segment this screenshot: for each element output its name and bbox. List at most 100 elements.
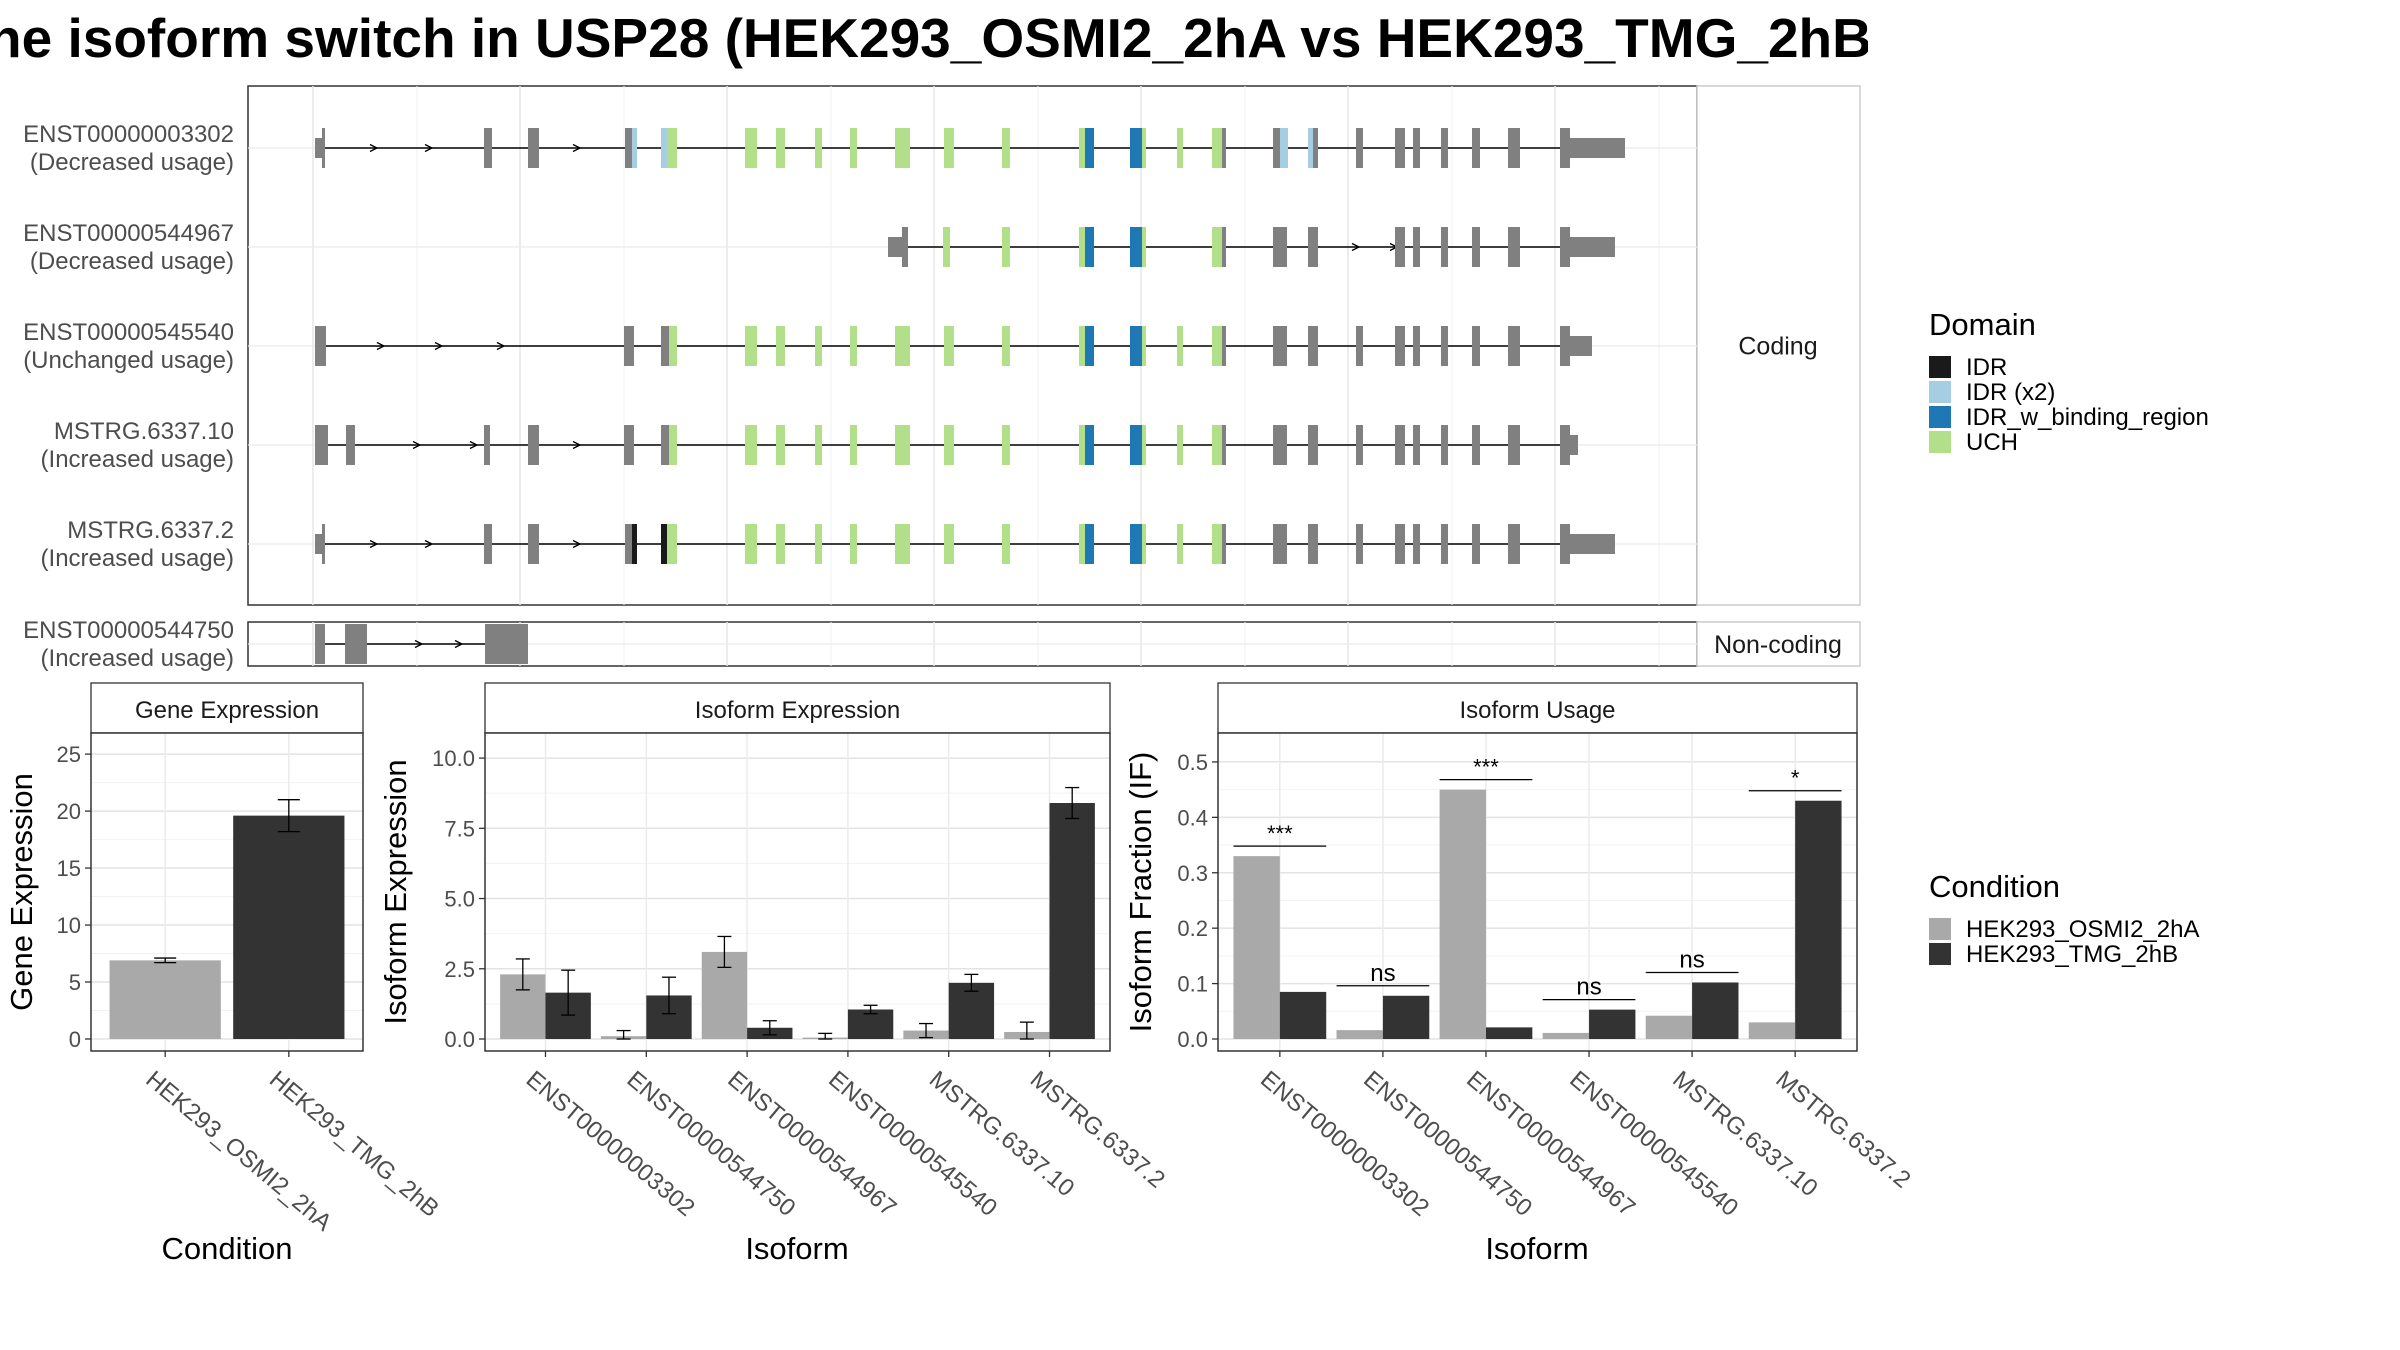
transcript-usage: (Unchanged usage) <box>23 347 234 374</box>
y-tick-label: 7.5 <box>444 816 475 841</box>
domain-region <box>1130 128 1142 168</box>
domain-region <box>745 425 757 465</box>
exon <box>1472 425 1480 465</box>
transcript-row: ENST00000003302(Decreased usage) <box>23 121 1697 176</box>
strand-arrow <box>424 539 434 549</box>
strand-arrow <box>424 143 434 153</box>
transcript-row: ENST00000545540(Unchanged usage) <box>23 319 1697 374</box>
error-bar <box>762 1020 777 1036</box>
domain-region <box>661 128 667 168</box>
exon <box>1441 227 1448 267</box>
x-axis-title: Isoform <box>1485 1231 1588 1266</box>
coding-strip <box>1696 85 1861 606</box>
strand-arrow <box>412 440 422 450</box>
domain-region <box>1280 128 1288 168</box>
domain-region <box>1079 524 1085 564</box>
transcript-usage: (Increased usage) <box>41 645 234 672</box>
exon <box>1308 326 1318 366</box>
exon <box>322 524 325 564</box>
domain-region <box>1130 227 1142 267</box>
domain-region <box>944 326 954 366</box>
transcript-structure-panel: CodingNon-codingENST00000003302(Decrease… <box>23 85 1861 672</box>
exon <box>624 326 634 366</box>
domain-region <box>1130 524 1142 564</box>
significance-label: *** <box>1473 755 1499 780</box>
domain-region <box>895 524 910 564</box>
bar <box>1439 789 1486 1039</box>
significance-label: ns <box>1576 974 1601 1001</box>
strand-arrow <box>414 639 424 649</box>
bar <box>1485 1027 1533 1039</box>
y-tick-label: 10 <box>57 913 81 938</box>
exon <box>1273 128 1280 168</box>
domain-region <box>850 326 857 366</box>
domain-region <box>1002 326 1010 366</box>
significance-label: ns <box>1370 960 1395 987</box>
exon <box>528 128 539 168</box>
exon <box>1508 425 1520 465</box>
exon <box>1570 336 1592 356</box>
domain-region <box>1142 524 1146 564</box>
legend-key <box>1929 356 1951 378</box>
domain-region <box>1079 425 1085 465</box>
x-tick-label: ENST00000003302 <box>1255 1066 1434 1222</box>
y-tick-label: 0.0 <box>444 1027 475 1052</box>
x-tick-label: ENST00000544750 <box>622 1066 801 1222</box>
x-tick-label: ENST00000545540 <box>1564 1066 1743 1222</box>
exon <box>1308 227 1318 267</box>
exon <box>1508 326 1520 366</box>
y-tick-label: 2.5 <box>444 957 475 982</box>
domain-region <box>815 128 822 168</box>
exon <box>528 524 539 564</box>
panel-strip <box>90 682 364 734</box>
domain-region <box>1130 326 1142 366</box>
y-tick-label: 0.3 <box>1177 861 1208 886</box>
strand-arrow <box>496 341 506 351</box>
bar <box>1382 995 1430 1039</box>
exon <box>1313 128 1318 168</box>
domain-region <box>895 425 910 465</box>
transcript-usage: (Increased usage) <box>41 545 234 572</box>
domain-region <box>745 326 757 366</box>
bar <box>847 1009 894 1039</box>
exon <box>661 425 669 465</box>
error-bar <box>1019 1021 1034 1040</box>
exon <box>315 624 325 664</box>
exon <box>1472 128 1480 168</box>
exon <box>625 128 632 168</box>
error-bar <box>1065 786 1080 820</box>
significance-marker: ns <box>1542 974 1636 1001</box>
panel-strip <box>1217 682 1858 734</box>
domain-region <box>1177 524 1183 564</box>
bar <box>1795 800 1842 1039</box>
exon <box>322 128 325 168</box>
transcript-id: MSTRG.6337.2 <box>67 517 234 544</box>
bar <box>1692 982 1739 1039</box>
domain-region <box>943 227 950 267</box>
exon <box>1395 227 1405 267</box>
legend-key <box>1929 431 1951 453</box>
transcript-id: ENST00000544967 <box>23 220 234 247</box>
domain-region <box>1212 227 1222 267</box>
x-axis-title: Condition <box>162 1231 293 1266</box>
plot-frame <box>1217 732 1858 1052</box>
domain-region <box>815 425 822 465</box>
error-bar <box>919 1022 934 1039</box>
transcript-row: MSTRG.6337.10(Increased usage) <box>41 418 1697 473</box>
domain-legend-title: Domain <box>1929 307 2036 342</box>
exon <box>1273 227 1287 267</box>
domain-region <box>667 128 677 168</box>
significance-marker: ns <box>1645 946 1739 973</box>
domain-region <box>776 128 785 168</box>
coding-strip-label: Coding <box>1738 333 1817 361</box>
legend-key <box>1929 918 1951 940</box>
plot-title: he isoform switch in USP28 (HEK293_OSMI2… <box>0 7 1868 69</box>
y-axis-title: Isoform Fraction (IF) <box>1123 752 1158 1033</box>
exon <box>1356 524 1363 564</box>
domain-region <box>1079 128 1085 168</box>
domain-region <box>632 524 637 564</box>
exon <box>1395 326 1405 366</box>
domain-region <box>1130 425 1142 465</box>
y-axis-title: Isoform Expression <box>378 759 413 1024</box>
domain-region <box>669 326 677 366</box>
